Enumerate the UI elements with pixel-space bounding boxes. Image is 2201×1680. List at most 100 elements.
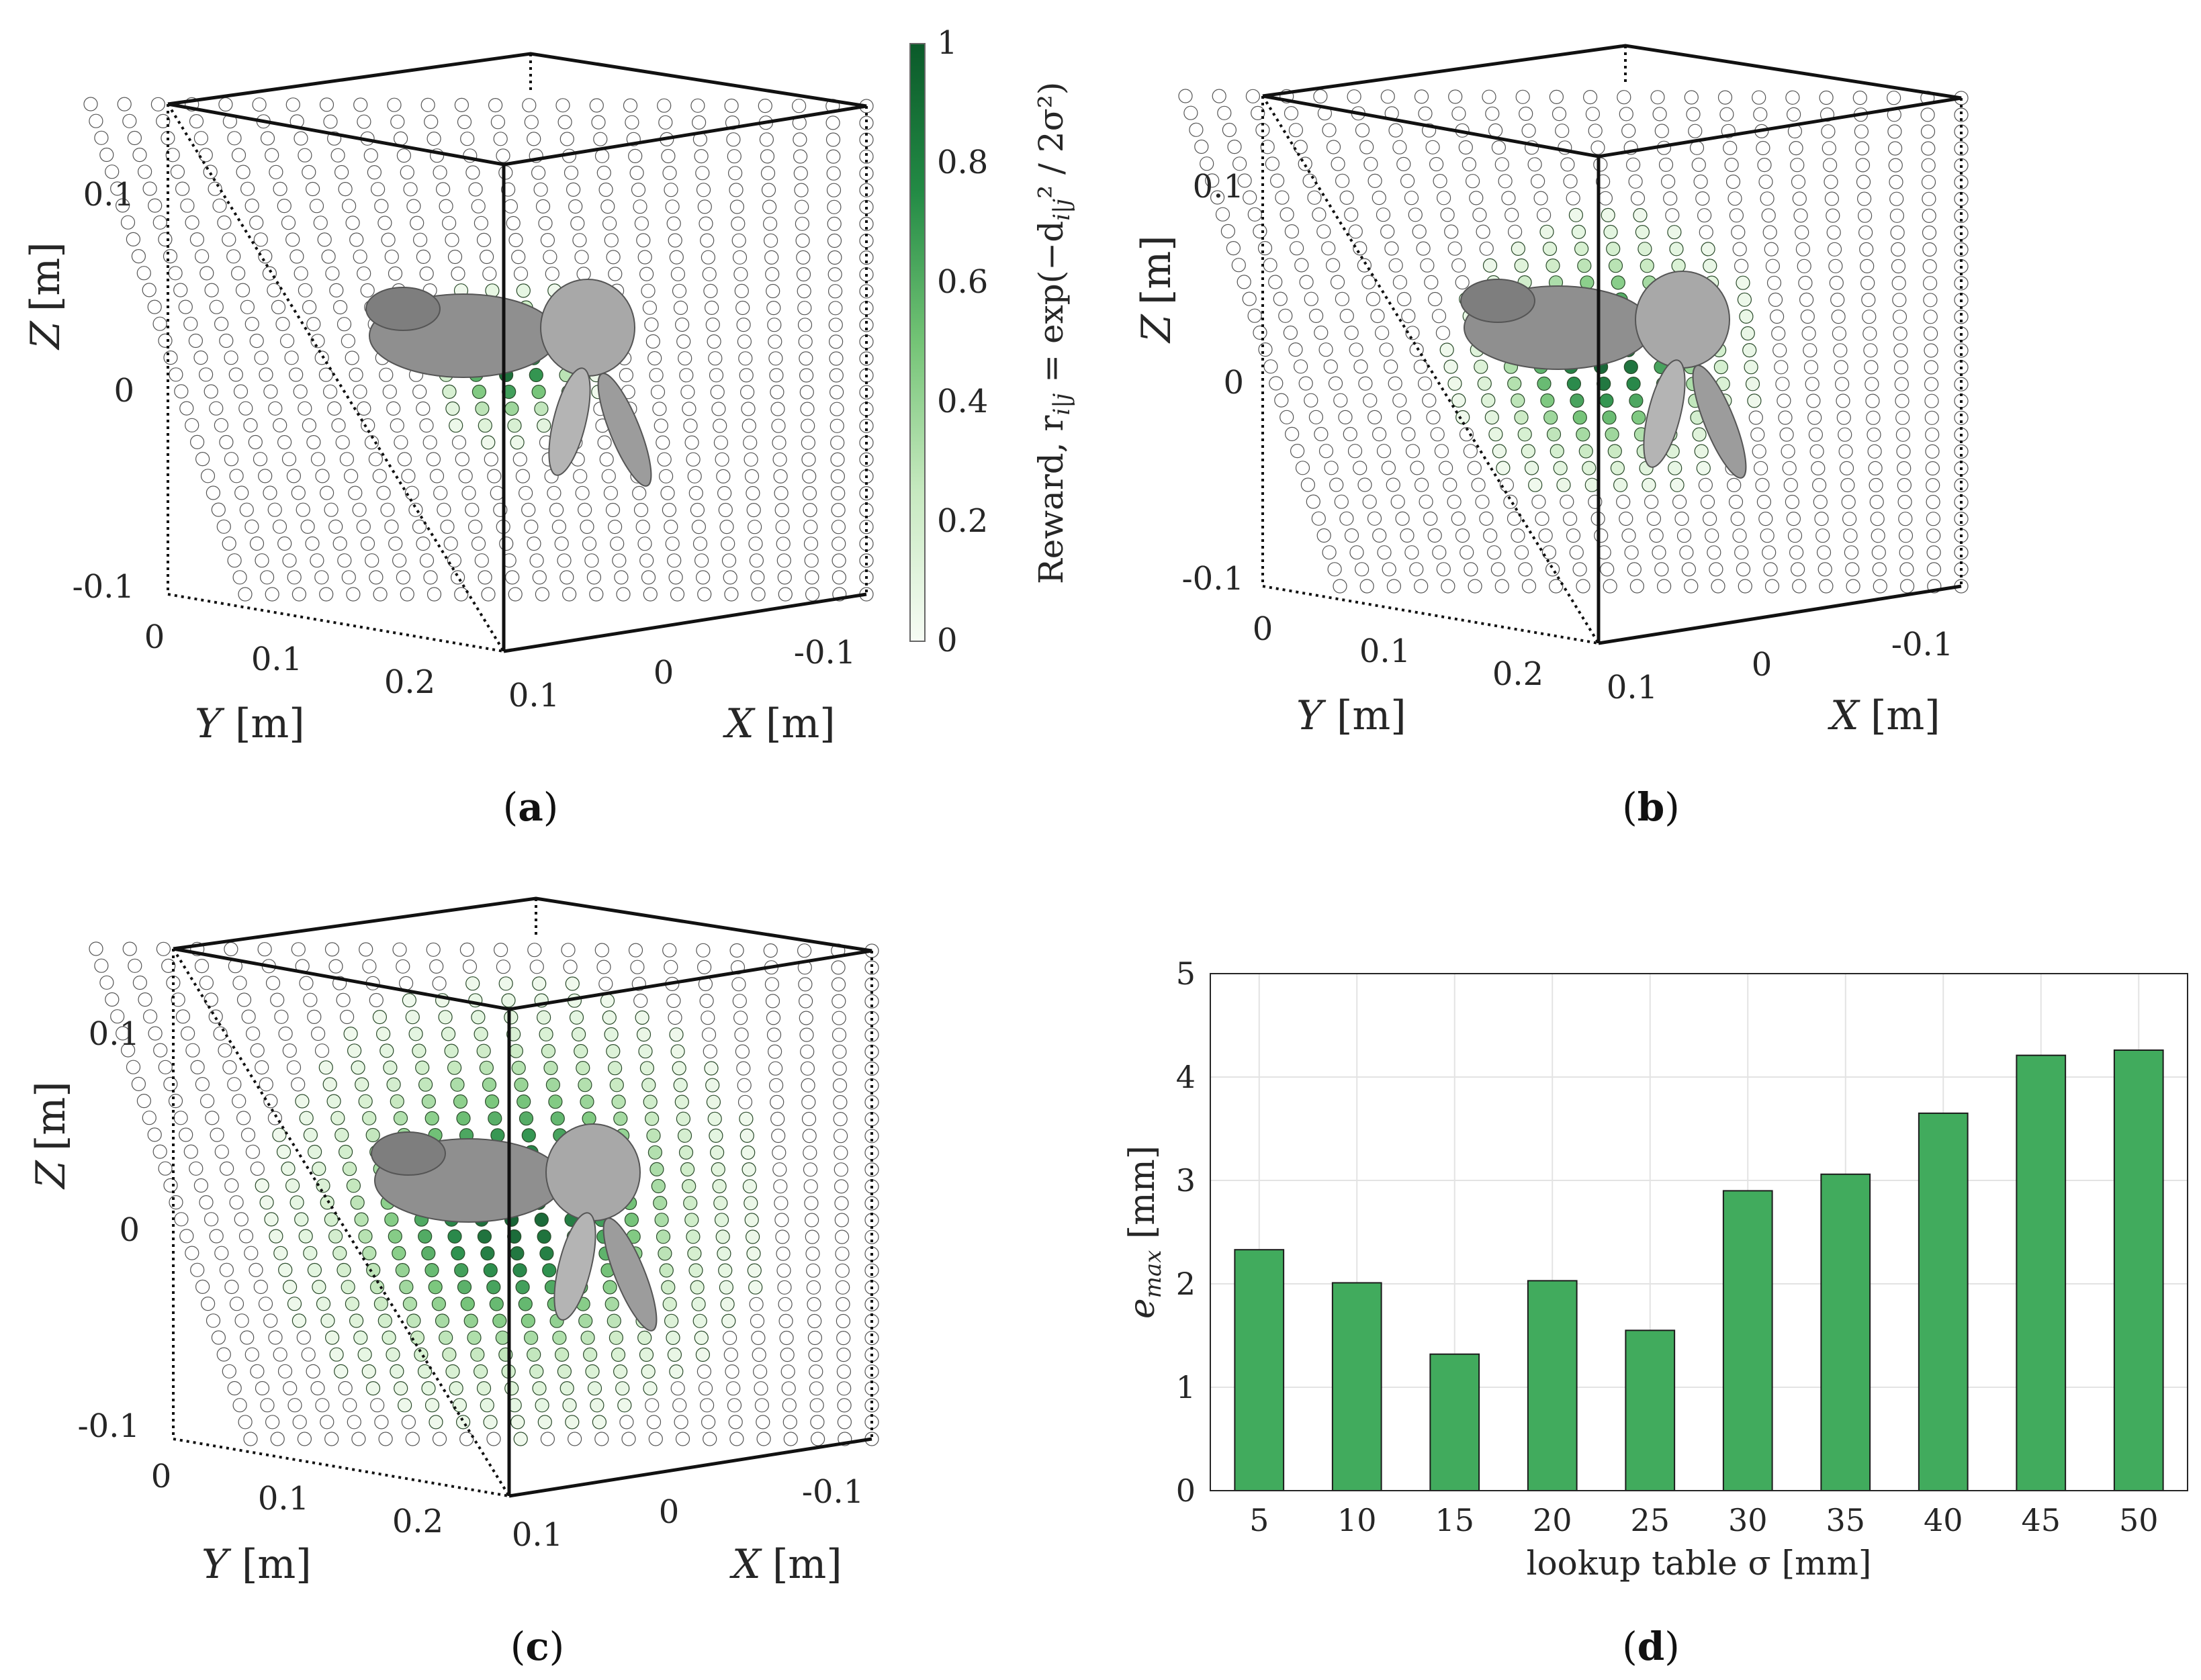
grid-point bbox=[1504, 207, 1519, 222]
grid-point bbox=[478, 570, 492, 585]
grid-point bbox=[701, 1027, 717, 1042]
grid-point bbox=[390, 1094, 404, 1109]
grid-point bbox=[122, 113, 137, 128]
grid-point bbox=[291, 1077, 306, 1092]
grid-point bbox=[725, 1364, 739, 1379]
grid-point bbox=[727, 1398, 742, 1413]
grid-point bbox=[783, 1432, 798, 1446]
grid-point bbox=[804, 553, 819, 568]
grid-point bbox=[646, 1128, 661, 1143]
grid-point bbox=[696, 183, 711, 197]
x-axis-label: lookup table σ [mm] bbox=[1527, 1544, 1872, 1583]
grid-point bbox=[527, 132, 541, 146]
grid-point bbox=[739, 1111, 754, 1126]
grid-point bbox=[864, 1162, 879, 1177]
grid-point bbox=[244, 198, 259, 213]
grid-point bbox=[419, 553, 435, 568]
grid-point bbox=[628, 943, 643, 958]
grid-point bbox=[323, 384, 338, 399]
bunny-ear-right bbox=[1692, 365, 1747, 479]
grid-point bbox=[456, 1111, 471, 1126]
grid-point bbox=[734, 1027, 749, 1042]
grid-point bbox=[222, 1060, 237, 1075]
grid-point bbox=[807, 1330, 823, 1346]
grid-point bbox=[381, 1330, 396, 1345]
grid-point bbox=[836, 1280, 850, 1295]
grid-point bbox=[1531, 494, 1546, 509]
grid-point bbox=[173, 283, 188, 297]
grid-point bbox=[1293, 140, 1308, 154]
grid-point bbox=[1737, 292, 1752, 307]
grid-point bbox=[265, 1415, 280, 1430]
grid-point bbox=[1524, 461, 1539, 475]
grid-point bbox=[592, 1415, 607, 1430]
grid-point bbox=[1436, 191, 1451, 205]
grid-point bbox=[1200, 156, 1214, 171]
grid-point bbox=[1830, 292, 1845, 308]
grid-point bbox=[770, 1094, 784, 1109]
grid-point bbox=[128, 958, 142, 973]
grid-point bbox=[240, 1330, 255, 1345]
grid-point bbox=[193, 350, 208, 365]
grid-point bbox=[864, 994, 879, 1009]
grid-point bbox=[218, 97, 233, 112]
grid-point bbox=[168, 266, 183, 281]
grid-point bbox=[548, 1094, 563, 1109]
grid-point bbox=[704, 1061, 719, 1076]
grid-point bbox=[596, 165, 611, 180]
grid-point bbox=[707, 1111, 722, 1126]
grid-point bbox=[834, 1229, 850, 1244]
grid-point bbox=[419, 418, 434, 433]
grid-point bbox=[607, 1313, 621, 1328]
grid-point bbox=[1899, 579, 1915, 594]
grid-point bbox=[737, 1078, 752, 1092]
grid-point bbox=[347, 1043, 362, 1058]
grid-point bbox=[243, 418, 258, 433]
grid-point bbox=[773, 469, 788, 484]
grid-point bbox=[357, 266, 371, 281]
grid-point bbox=[752, 1364, 768, 1379]
grid-point bbox=[421, 1381, 436, 1396]
grid-point bbox=[210, 1127, 224, 1142]
grid-point bbox=[318, 367, 333, 382]
grid-point bbox=[1605, 427, 1619, 442]
grid-point bbox=[333, 299, 348, 315]
grid-point bbox=[234, 1313, 249, 1328]
grid-point bbox=[1623, 359, 1638, 375]
grid-point bbox=[468, 182, 483, 197]
grid-point bbox=[1890, 225, 1905, 240]
grid-point bbox=[152, 215, 167, 230]
grid-point bbox=[224, 1178, 239, 1193]
grid-point bbox=[774, 1196, 789, 1211]
grid-point bbox=[644, 317, 659, 332]
grid-point bbox=[110, 181, 125, 196]
grid-point bbox=[89, 941, 103, 956]
grid-point bbox=[1894, 377, 1909, 391]
grid-point bbox=[224, 1279, 239, 1295]
grid-point bbox=[345, 216, 360, 230]
grid-point bbox=[1856, 175, 1871, 189]
grid-point bbox=[1711, 579, 1725, 594]
grid-point bbox=[490, 115, 506, 130]
grid-point bbox=[859, 452, 874, 467]
grid-point bbox=[450, 570, 465, 585]
grid-point bbox=[1670, 477, 1685, 492]
grid-point bbox=[1774, 360, 1789, 375]
bar-15 bbox=[1429, 1353, 1480, 1491]
grid-point bbox=[265, 976, 281, 990]
grid-point bbox=[713, 1196, 728, 1211]
grid-point bbox=[806, 1263, 821, 1278]
grid-point bbox=[1954, 545, 1969, 560]
grid-point bbox=[1870, 512, 1885, 526]
grid-point bbox=[809, 1398, 824, 1413]
grid-point bbox=[1390, 494, 1405, 509]
grid-point bbox=[1922, 259, 1937, 274]
grid-point bbox=[1897, 494, 1912, 510]
grid-point bbox=[325, 266, 340, 281]
grid-point bbox=[263, 1094, 278, 1109]
grid-point bbox=[158, 333, 173, 348]
caption-a: (a) bbox=[503, 784, 559, 830]
grid-point bbox=[496, 148, 510, 163]
grid-point bbox=[307, 1262, 322, 1278]
